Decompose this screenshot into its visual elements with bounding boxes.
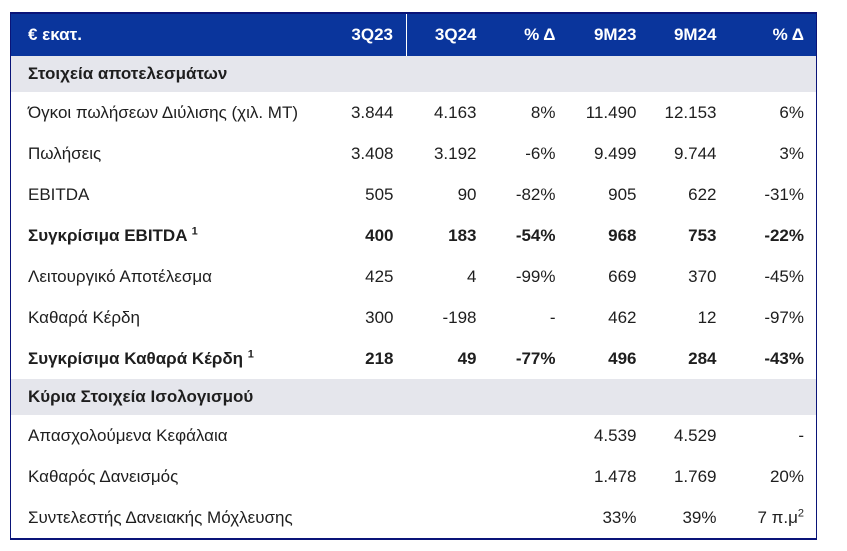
cell-value: -97%	[764, 307, 804, 327]
cell-value: -198	[442, 307, 477, 327]
cell-value	[477, 497, 556, 539]
row-label: EBITDA	[28, 184, 90, 204]
table-header: € εκατ. 3Q23 3Q24 % Δ 9M23 9M24 % Δ	[10, 13, 817, 56]
cell-value: -54%	[515, 225, 556, 245]
cell-value	[341, 456, 407, 497]
header-row: € εκατ. 3Q23 3Q24 % Δ 9M23 9M24 % Δ	[10, 13, 817, 56]
column-header-9m23: 9M23	[555, 13, 637, 56]
cell-value: 9.499	[593, 143, 637, 163]
cell-value: 300	[365, 307, 394, 327]
footnote-marker: 1	[247, 347, 254, 360]
table-row: Καθαρός Δανεισμός 1.478 1.769 20%	[11, 456, 817, 497]
row-label: Απασχολούμενα Κεφάλαια	[28, 425, 228, 445]
cell-value: -45%	[764, 266, 804, 286]
cell-value: 284	[688, 348, 717, 368]
financial-results-table-container: € εκατ. 3Q23 3Q24 % Δ 9M23 9M24 % Δ Στοι…	[10, 12, 817, 540]
cell-value: 6%	[779, 102, 804, 122]
cell-value: 370	[688, 266, 717, 286]
cell-value: 218	[365, 348, 394, 368]
table-row: Λειτουργικό Αποτέλεσμα 425 4 -99% 669 370 -45%	[11, 256, 817, 297]
cell-value: -22%	[764, 225, 804, 245]
cell-value: -31%	[764, 184, 804, 204]
table-row: Καθαρά Κέρδη 300 -198 - 462 12 -97%	[11, 297, 817, 338]
footnote-marker: 2	[797, 506, 804, 519]
section-title: Στοιχεία αποτελεσμάτων	[10, 56, 817, 92]
cell-value: 4	[467, 266, 477, 286]
row-label: Πωλήσεις	[28, 143, 102, 163]
cell-value	[407, 415, 477, 456]
cell-value	[477, 415, 556, 456]
table-row: Απασχολούμενα Κεφάλαια 4.539 4.529 -	[11, 415, 817, 456]
cell-value: -	[798, 425, 804, 445]
cell-value: -6%	[525, 143, 556, 163]
row-label: Όγκοι πωλήσεων Διύλισης (χιλ. MT)	[28, 102, 299, 122]
table-body: Στοιχεία αποτελεσμάτων Όγκοι πωλήσεων Διύ…	[10, 56, 817, 539]
cell-value: 905	[608, 184, 637, 204]
cell-value: 505	[365, 184, 394, 204]
cell-value	[341, 415, 407, 456]
cell-value	[341, 497, 407, 539]
financial-results-table: € εκατ. 3Q23 3Q24 % Δ 9M23 9M24 % Δ Στοι…	[10, 12, 817, 540]
cell-value	[407, 456, 477, 497]
row-label: Συντελεστής Δανειακής Μόχλευσης	[28, 507, 293, 527]
row-label: Λειτουργικό Αποτέλεσμα	[28, 266, 212, 286]
cell-value: 4.163	[433, 102, 477, 122]
cell-value: 4.529	[673, 425, 717, 445]
cell-value: -43%	[764, 348, 804, 368]
cell-value: 12.153	[664, 102, 717, 122]
cell-value: 12	[697, 307, 717, 327]
cell-value: 622	[688, 184, 717, 204]
cell-value: -82%	[515, 184, 556, 204]
column-header-9m24: 9M24	[636, 13, 717, 56]
cell-value: -99%	[515, 266, 556, 286]
column-header-3q24: 3Q24	[406, 13, 477, 56]
cell-value: 49	[457, 348, 477, 368]
cell-value: -	[549, 307, 556, 327]
row-label: Συγκρίσιμα Καθαρά Κέρδη 1	[28, 347, 254, 368]
cell-value: 9.744	[673, 143, 717, 163]
cell-value: 7 π.μ2	[757, 506, 804, 527]
cell-value: 33%	[602, 507, 637, 527]
cell-value: 968	[608, 225, 637, 245]
footnote-marker: 1	[191, 224, 198, 237]
cell-value: 39%	[682, 507, 717, 527]
column-header-3q23: 3Q23	[340, 13, 407, 56]
cell-value: 3.408	[350, 143, 394, 163]
table-row: Συντελεστής Δανειακής Μόχλευσης 33% 39% 7 π…	[11, 497, 817, 539]
cell-value: 11.490	[585, 102, 637, 122]
cell-value: 425	[365, 266, 394, 286]
row-label: Καθαρά Κέρδη	[28, 307, 140, 327]
table-row: Συγκρίσιμα Καθαρά Κέρδη 1 218 49 -77% 496 284…	[11, 338, 817, 379]
section-title: Κύρια Στοιχεία Ισολογισμού	[10, 379, 817, 415]
row-label: Καθαρός Δανεισμός	[28, 466, 179, 486]
cell-value: 4.539	[593, 425, 637, 445]
cell-value: 20%	[769, 466, 804, 486]
section-header-row: Κύρια Στοιχεία Ισολογισμού	[10, 379, 817, 415]
cell-value: 3.192	[433, 143, 477, 163]
cell-value: 462	[608, 307, 637, 327]
table-row: Συγκρίσιμα EBITDA 1 400 183 -54% 968 753 -22%	[11, 215, 817, 256]
cell-value: -77%	[515, 348, 556, 368]
cell-value	[407, 497, 477, 539]
cell-value: 496	[608, 348, 637, 368]
cell-value: 400	[365, 225, 394, 245]
row-label: Συγκρίσιμα EBITDA 1	[28, 224, 198, 245]
cell-value: 3.844	[350, 102, 394, 122]
cell-value: 1.769	[673, 466, 717, 486]
unit-label: € εκατ.	[10, 13, 341, 56]
cell-value	[477, 456, 556, 497]
cell-value: 90	[457, 184, 477, 204]
cell-value: 8%	[530, 102, 556, 122]
cell-value: 753	[688, 225, 717, 245]
section-header-row: Στοιχεία αποτελεσμάτων	[10, 56, 817, 92]
column-header-q-delta: % Δ	[476, 13, 556, 56]
cell-value: 183	[448, 225, 477, 245]
cell-value: 3%	[779, 143, 804, 163]
table-row: Πωλήσεις 3.408 3.192 -6% 9.499 9.744 3%	[11, 133, 817, 174]
table-row: Όγκοι πωλήσεων Διύλισης (χιλ. MT) 3.844 4.…	[11, 92, 817, 133]
column-header-9m-delta: % Δ	[716, 13, 817, 56]
table-row: EBITDA 505 90 -82% 905 622 -31%	[11, 174, 817, 215]
cell-value: 669	[608, 266, 637, 286]
cell-value: 1.478	[593, 466, 637, 486]
